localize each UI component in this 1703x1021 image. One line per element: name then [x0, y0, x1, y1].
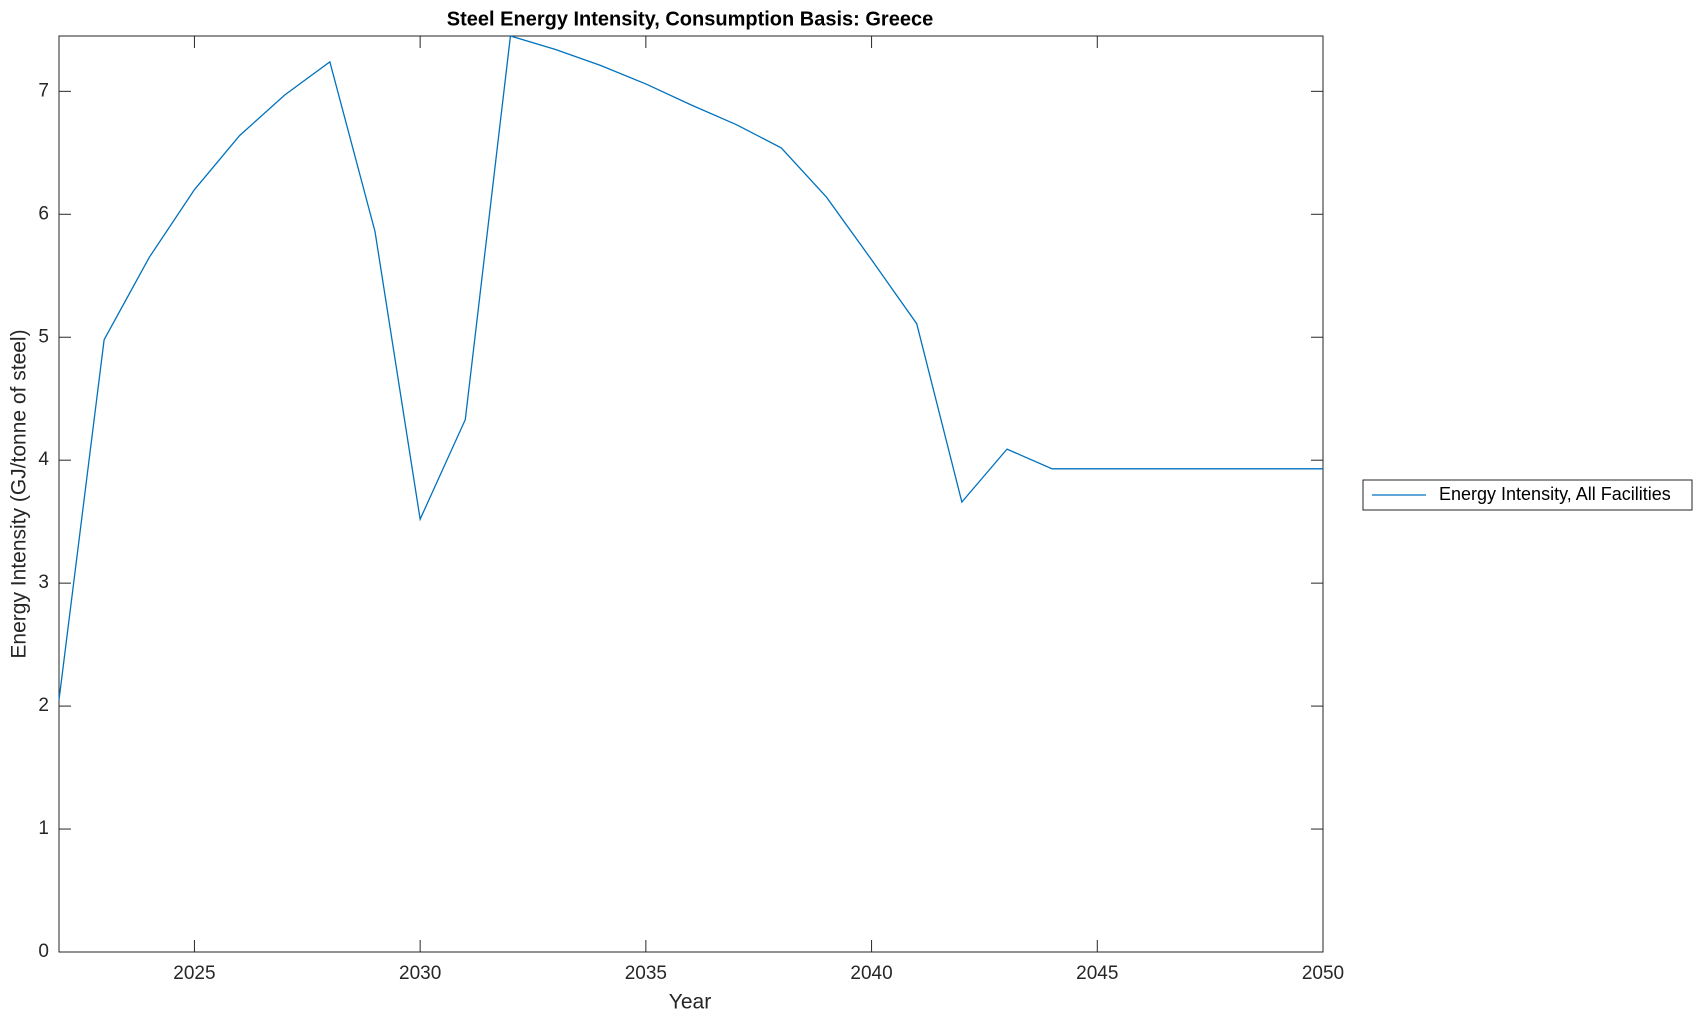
legend-label: Energy Intensity, All Facilities: [1439, 484, 1671, 504]
x-tick-label: 2050: [1302, 963, 1344, 984]
x-axis-label: Year: [669, 991, 711, 1014]
y-tick-label: 2: [38, 695, 49, 716]
y-tick-label: 7: [38, 80, 49, 101]
x-tick-label: 2035: [625, 963, 667, 984]
legend: Energy Intensity, All Facilities: [1362, 479, 1693, 511]
plot-area: [58, 35, 1324, 953]
x-tick-label: 2045: [1076, 963, 1118, 984]
y-tick-label: 4: [38, 449, 49, 470]
y-tick-label: 5: [38, 326, 49, 347]
y-tick-label: 6: [38, 203, 49, 224]
y-tick-label: 0: [38, 941, 49, 962]
y-tick-label: 1: [38, 818, 49, 839]
y-tick-label: 3: [38, 572, 49, 593]
chart-title: Steel Energy Intensity, Consumption Basi…: [447, 8, 933, 30]
x-tick-label: 2040: [850, 963, 892, 984]
y-axis-label: Energy Intensity (GJ/tonne of steel): [8, 329, 31, 658]
x-tick-label: 2025: [173, 963, 215, 984]
data-line: [58, 35, 1323, 701]
x-tick-label: 2030: [399, 963, 441, 984]
